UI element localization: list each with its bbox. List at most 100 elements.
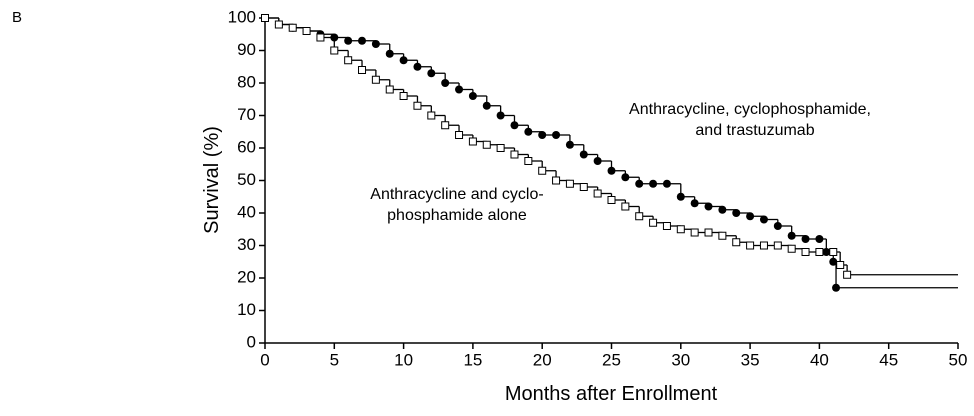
censor-marker <box>538 166 547 175</box>
y-tick-label: 30 <box>237 235 256 254</box>
censor-marker <box>773 222 782 230</box>
censor-marker <box>815 248 824 256</box>
x-tick-label: 10 <box>394 350 413 369</box>
censor-marker <box>344 56 353 65</box>
censor-marker <box>746 212 755 221</box>
censor-marker <box>413 101 422 110</box>
censor-marker <box>732 209 741 217</box>
censor-marker <box>593 157 602 165</box>
censor-marker <box>607 196 616 204</box>
x-axis-title: Months after Enrollment <box>505 383 718 405</box>
censor-marker <box>565 179 574 188</box>
x-tick-label: 0 <box>260 350 269 369</box>
censor-marker <box>524 157 533 165</box>
censor-marker <box>274 20 283 29</box>
censor-marker <box>385 49 394 58</box>
censor-marker <box>288 23 297 32</box>
censor-marker <box>829 248 838 256</box>
annotation: Anthracycline and cyclo- <box>370 186 543 203</box>
censor-marker <box>496 144 505 152</box>
y-tick-label: 40 <box>237 202 256 221</box>
censor-marker <box>621 173 630 182</box>
censor-marker <box>649 179 658 188</box>
censor-marker <box>565 140 574 149</box>
censor-marker <box>690 199 699 208</box>
y-axis-title: Survival (%) <box>201 126 223 234</box>
panel-label: B <box>12 9 22 26</box>
censor-marker <box>371 75 380 84</box>
censor-marker <box>836 261 845 269</box>
censor-marker <box>441 79 450 87</box>
censor-marker <box>552 176 561 185</box>
censor-marker <box>344 36 353 45</box>
censor-marker <box>832 283 841 292</box>
x-tick-label: 5 <box>330 350 339 369</box>
censor-marker <box>413 62 422 71</box>
censor-marker <box>635 179 644 188</box>
censor-marker <box>302 27 311 35</box>
censor-marker <box>399 56 408 65</box>
censor-marker <box>593 189 602 198</box>
censor-marker <box>482 140 491 149</box>
censor-marker <box>704 202 713 211</box>
censor-marker <box>510 121 519 130</box>
censor-marker <box>579 150 588 159</box>
censor-marker <box>773 241 782 250</box>
censor-marker <box>718 205 727 214</box>
censor-marker <box>538 131 547 139</box>
censor-marker <box>829 257 838 266</box>
y-tick-label: 70 <box>237 105 256 124</box>
censor-marker <box>801 248 810 256</box>
censor-marker <box>427 111 436 120</box>
censor-marker <box>358 66 367 74</box>
censor-marker <box>358 36 367 45</box>
censor-marker <box>371 40 380 48</box>
censor-marker <box>787 244 796 253</box>
censor-marker <box>662 179 671 188</box>
x-tick-label: 25 <box>602 350 621 369</box>
censor-marker <box>607 166 616 175</box>
x-tick-label: 15 <box>463 350 482 369</box>
censor-marker <box>746 241 755 250</box>
x-tick-label: 50 <box>949 350 968 369</box>
censor-marker <box>524 127 533 136</box>
annotation: phosphamide alone <box>387 207 527 224</box>
censor-marker <box>635 212 644 221</box>
y-tick-label: 20 <box>237 267 256 286</box>
censor-marker <box>316 33 325 42</box>
y-tick-label: 60 <box>237 137 256 156</box>
annotation: Anthracycline, cyclophosphamide, <box>629 101 871 118</box>
censor-marker <box>468 92 477 100</box>
x-tick-label: 20 <box>533 350 552 369</box>
x-tick-label: 30 <box>671 350 690 369</box>
censor-marker <box>579 183 588 191</box>
y-tick-label: 80 <box>237 72 256 91</box>
annotation: and trastuzumab <box>695 122 814 139</box>
censor-marker <box>455 85 464 94</box>
x-tick-label: 45 <box>879 350 898 369</box>
censor-marker <box>676 192 685 201</box>
censor-marker <box>261 14 269 22</box>
censor-marker <box>496 111 505 120</box>
censor-marker <box>468 137 477 146</box>
censor-marker <box>704 228 713 237</box>
censor-marker <box>441 121 450 130</box>
censor-marker <box>621 202 630 211</box>
censor-marker <box>759 215 768 224</box>
y-tick-label: 100 <box>228 7 256 26</box>
censor-marker <box>676 225 685 234</box>
censor-marker <box>427 69 436 78</box>
censor-marker <box>787 231 796 240</box>
y-tick-label: 90 <box>237 40 256 59</box>
x-tick-label: 40 <box>810 350 829 369</box>
censor-marker <box>385 85 394 94</box>
x-tick-label: 35 <box>741 350 760 369</box>
censor-marker <box>649 218 658 227</box>
y-tick-label: 0 <box>247 332 256 351</box>
censor-marker <box>482 101 491 110</box>
censor-marker <box>455 131 464 139</box>
censor-marker <box>399 92 408 100</box>
censor-marker <box>759 241 768 250</box>
censor-marker <box>552 131 561 139</box>
